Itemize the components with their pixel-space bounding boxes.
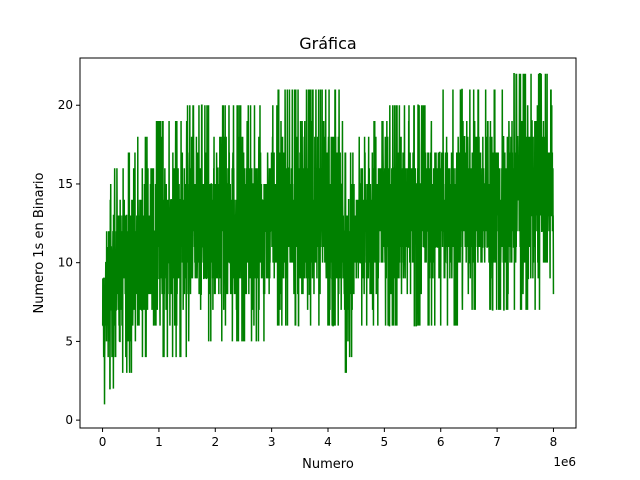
x-tick-label: 0 xyxy=(99,435,107,449)
x-axis-label: Numero xyxy=(302,457,354,472)
y-tick-label: 20 xyxy=(58,98,73,112)
x-tick-label: 1 xyxy=(155,435,163,449)
x-axis: 0 1 2 3 4 5 6 7 8 xyxy=(99,428,558,449)
plot-area xyxy=(101,72,555,405)
y-axis-label: Numero 1s en Binario xyxy=(32,172,47,313)
x-tick-label: 7 xyxy=(493,435,501,449)
y-tick-label: 0 xyxy=(65,413,73,427)
chart-title: Gráfica xyxy=(299,34,356,53)
y-tick-label: 15 xyxy=(58,177,73,191)
y-axis: 0 5 10 15 20 xyxy=(58,98,80,427)
y-tick-label: 10 xyxy=(58,256,73,270)
x-tick-label: 3 xyxy=(268,435,276,449)
series-line xyxy=(101,72,555,405)
x-tick-label: 2 xyxy=(211,435,219,449)
x-tick-label: 6 xyxy=(437,435,445,449)
x-tick-label: 8 xyxy=(550,435,558,449)
y-tick-label: 5 xyxy=(65,334,73,348)
x-tick-label: 4 xyxy=(324,435,332,449)
x-tick-label: 5 xyxy=(381,435,389,449)
x-offset-label: 1e6 xyxy=(553,455,576,469)
